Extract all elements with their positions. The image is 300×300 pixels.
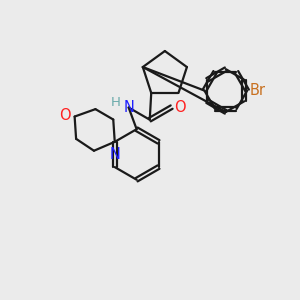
Text: Br: Br bbox=[250, 83, 266, 98]
Text: N: N bbox=[123, 100, 134, 115]
Text: O: O bbox=[174, 100, 185, 115]
Text: N: N bbox=[109, 147, 120, 162]
Text: H: H bbox=[111, 96, 121, 109]
Text: O: O bbox=[59, 108, 71, 123]
